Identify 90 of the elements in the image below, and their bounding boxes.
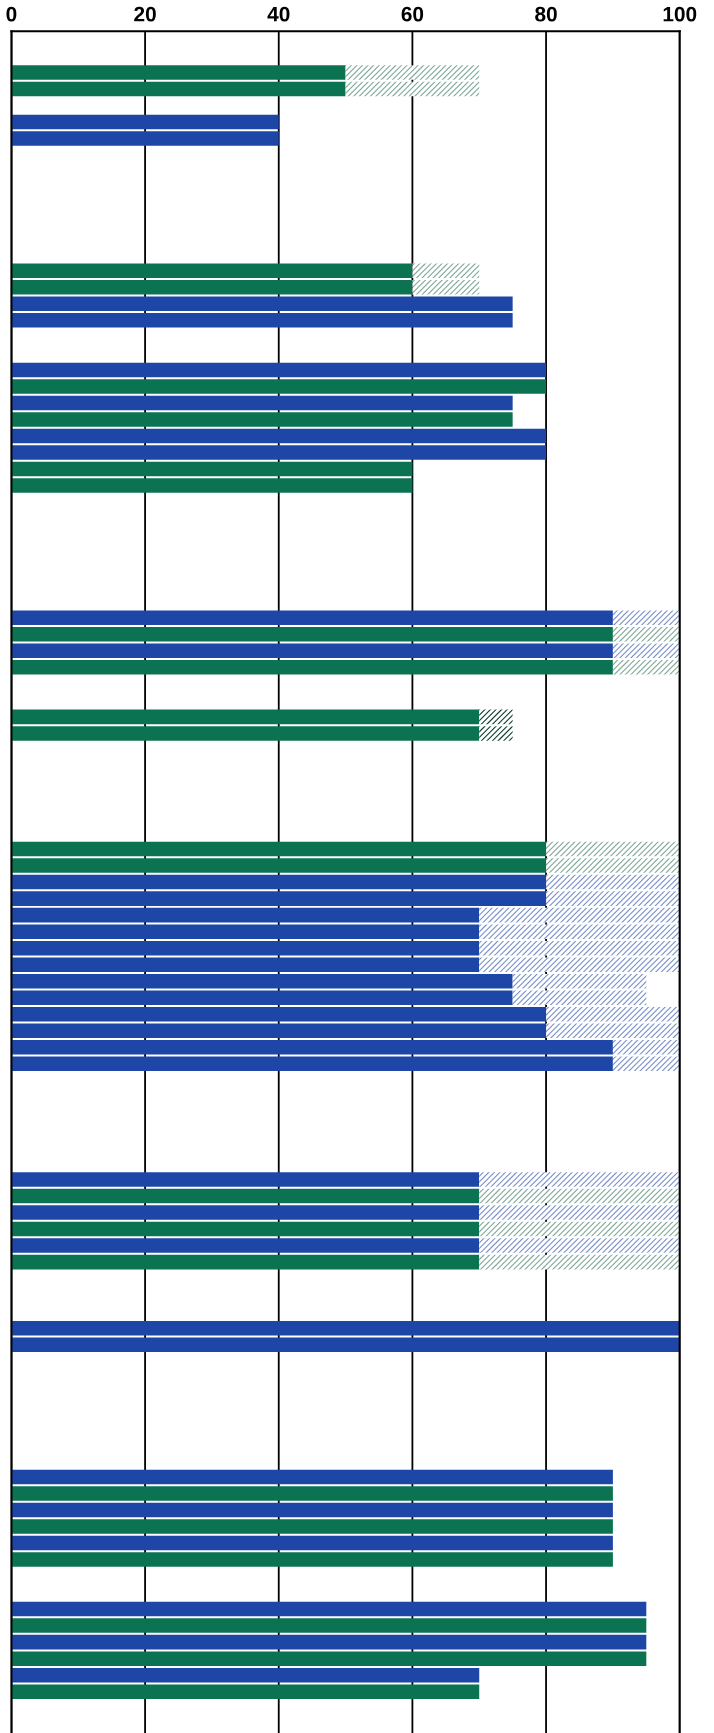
bar [11,1056,613,1072]
bar [546,858,680,873]
bar [11,1486,613,1501]
bar [11,1337,680,1352]
bar [11,1502,613,1518]
bar [11,957,480,972]
bar [479,1188,680,1204]
bar [11,412,513,427]
bar [11,841,547,857]
bar [11,1684,480,1699]
bar [11,1469,613,1485]
bar [11,891,547,906]
x-tick-label: 80 [535,6,557,22]
bar [612,1040,680,1055]
bar [11,1519,613,1534]
bar [11,626,613,642]
bar [479,1238,680,1253]
bar [612,643,680,659]
bar [11,660,613,675]
bar [11,907,480,923]
bar [479,1254,680,1270]
bar [11,296,513,312]
bar [479,709,513,725]
bar [11,726,480,741]
bar [512,990,647,1006]
x-tick-label: 40 [267,6,290,22]
bar [11,1221,480,1237]
bar [11,1205,480,1220]
bar [412,263,480,279]
bar [11,461,413,477]
bar [11,874,547,890]
bar [11,280,413,295]
bar [512,973,647,989]
bar [11,1618,647,1633]
bar [479,907,680,923]
bar [612,660,680,675]
x-tick-label: 20 [134,6,156,22]
bar [345,65,480,80]
bar [612,626,680,642]
bar [11,1320,680,1336]
bar [11,313,513,328]
bar [11,610,613,626]
bar [11,643,613,659]
bar [11,428,547,444]
bar [479,1205,680,1220]
x-tick-label: 0 [6,6,17,22]
bar [546,1007,680,1022]
bar [11,1023,547,1039]
bar [612,610,680,626]
x-tick-label: 60 [401,6,424,22]
bar [11,362,547,378]
bar [11,65,346,80]
bar [11,1007,547,1022]
bar [11,924,480,939]
bar [11,1254,480,1270]
bar [11,1601,647,1617]
bar [11,1040,613,1055]
bar [11,940,480,956]
bar [11,478,413,493]
bar [11,131,279,146]
bar [11,445,547,460]
bar [345,81,480,97]
bar [479,1221,680,1237]
bar [546,874,680,890]
bar [11,1238,480,1253]
bar [479,940,680,956]
bar [11,114,279,130]
bar [546,891,680,906]
bar [11,1535,613,1551]
bar [546,841,680,857]
bar [11,1188,480,1204]
bar [11,1667,480,1683]
bar [11,263,413,279]
bar [11,379,547,394]
bar [479,924,680,939]
bar [11,1651,647,1666]
bar [546,1023,680,1039]
bar [11,1172,480,1187]
bar [479,957,680,972]
bar [11,709,480,725]
bar [11,858,547,873]
bar [412,280,480,295]
bar [11,1552,613,1567]
bar [612,1056,680,1072]
bar [11,81,346,97]
x-tick-label: 100 [663,6,697,22]
bar [479,726,513,741]
bar [11,395,513,411]
bar [11,1634,647,1650]
bar [479,1172,680,1187]
